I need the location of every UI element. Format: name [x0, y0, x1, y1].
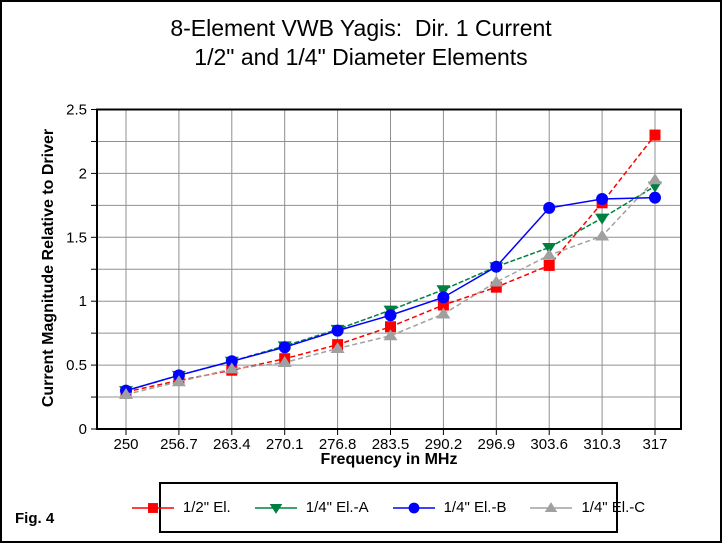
x-tick-label: 283.5 [372, 436, 410, 453]
figure-number: Fig. 4 [15, 510, 55, 527]
y-tick-label: 1.5 [66, 229, 87, 246]
marker-triangle-down [542, 243, 557, 255]
x-tick-label: 256.7 [160, 436, 198, 453]
marker-square [147, 502, 158, 513]
marker-triangle-down [269, 503, 283, 514]
marker-circle [278, 341, 291, 354]
chart-title-line1: 8-Element VWB Yagis: Dir. 1 Current [170, 15, 552, 41]
y-tick-label: 2.5 [66, 102, 87, 119]
x-tick-label: 250 [113, 436, 138, 453]
y-tick-label: 2 [79, 165, 87, 182]
marker-triangle-up [595, 229, 610, 241]
chart-title-line2: 1/2" and 1/4" Diameter Elements [194, 44, 528, 70]
legend-label: 1/2" El. [182, 499, 231, 516]
marker-triangle-up [383, 329, 398, 341]
x-tick-label: 317 [642, 436, 667, 453]
legend-item-quarter-el-b: 1/4" El.-B [392, 499, 507, 516]
x-axis-title: Frequency in MHz [320, 451, 458, 468]
marker-triangle-up [648, 173, 662, 185]
marker-triangle-up [436, 307, 451, 319]
marker-circle [437, 291, 450, 304]
legend-marker-triangle-down-icon [254, 503, 297, 514]
gridlines [97, 109, 681, 429]
legend-item-half-el: 1/2" El. [131, 499, 231, 516]
legend-label: 1/4" El.-B [443, 499, 507, 516]
marker-triangle-up [171, 375, 186, 387]
y-tick-label: 0 [79, 421, 87, 438]
y-tick-label: 1 [79, 293, 87, 310]
y-tick-label: 0.5 [66, 357, 87, 374]
marker-triangle-up [545, 501, 558, 512]
marker-square [385, 321, 396, 333]
series-2 [120, 191, 661, 397]
marker-triangle-up [542, 248, 557, 260]
legend-item-quarter-el-a: 1/4" El.-A [254, 499, 369, 516]
series-line [125, 179, 656, 396]
chart-title: 8-Element VWB Yagis: Dir. 1 Current 1/2"… [2, 14, 720, 72]
y-axis-title: Current Magnitude Relative to Driver [40, 128, 57, 408]
marker-triangle-up [489, 275, 504, 287]
marker-triangle-down [595, 213, 610, 225]
x-tick-label: 296.9 [478, 436, 516, 453]
marker-triangle-up [224, 362, 239, 374]
x-tick-label: 303.6 [530, 436, 568, 453]
marker-circle [225, 355, 238, 368]
x-tick-label: 310.3 [583, 436, 621, 453]
marker-circle [543, 201, 556, 214]
legend-marker-triangle-up-icon [530, 501, 573, 512]
marker-circle [384, 309, 397, 322]
marker-square [437, 299, 449, 311]
marker-circle [596, 192, 609, 205]
legend-marker-circle-icon [392, 502, 435, 513]
marker-circle [490, 260, 503, 273]
marker-triangle-down [436, 285, 451, 297]
x-tick-label: 263.4 [213, 436, 251, 453]
marker-circle [408, 502, 419, 513]
x-tick-label: 276.8 [319, 436, 357, 453]
legend: 1/2" El. 1/4" El.-A 1/4" El.-B 1/4" El.-… [131, 482, 645, 533]
x-tick-label: 290.2 [425, 436, 463, 453]
marker-circle [649, 191, 661, 204]
x-tick-label: 270.1 [266, 436, 304, 453]
series-3 [119, 173, 662, 399]
legend-item-quarter-el-c: 1/4" El.-C [530, 499, 645, 516]
marker-square [649, 129, 661, 141]
marker-triangle-up [330, 341, 345, 353]
marker-square [490, 281, 502, 293]
marker-triangle-up [119, 387, 133, 399]
marker-circle [331, 324, 344, 337]
marker-triangle-up [277, 356, 292, 368]
axes: 0 0.5 1 1.5 2 2.5 250 256.7 263.4 270.1 276.8 283.5… [66, 102, 682, 453]
marker-square [543, 259, 555, 271]
legend-label: 1/4" El.-A [305, 499, 369, 516]
legend-label: 1/4" El.-C [581, 499, 646, 516]
legend-marker-square-icon [131, 502, 174, 513]
